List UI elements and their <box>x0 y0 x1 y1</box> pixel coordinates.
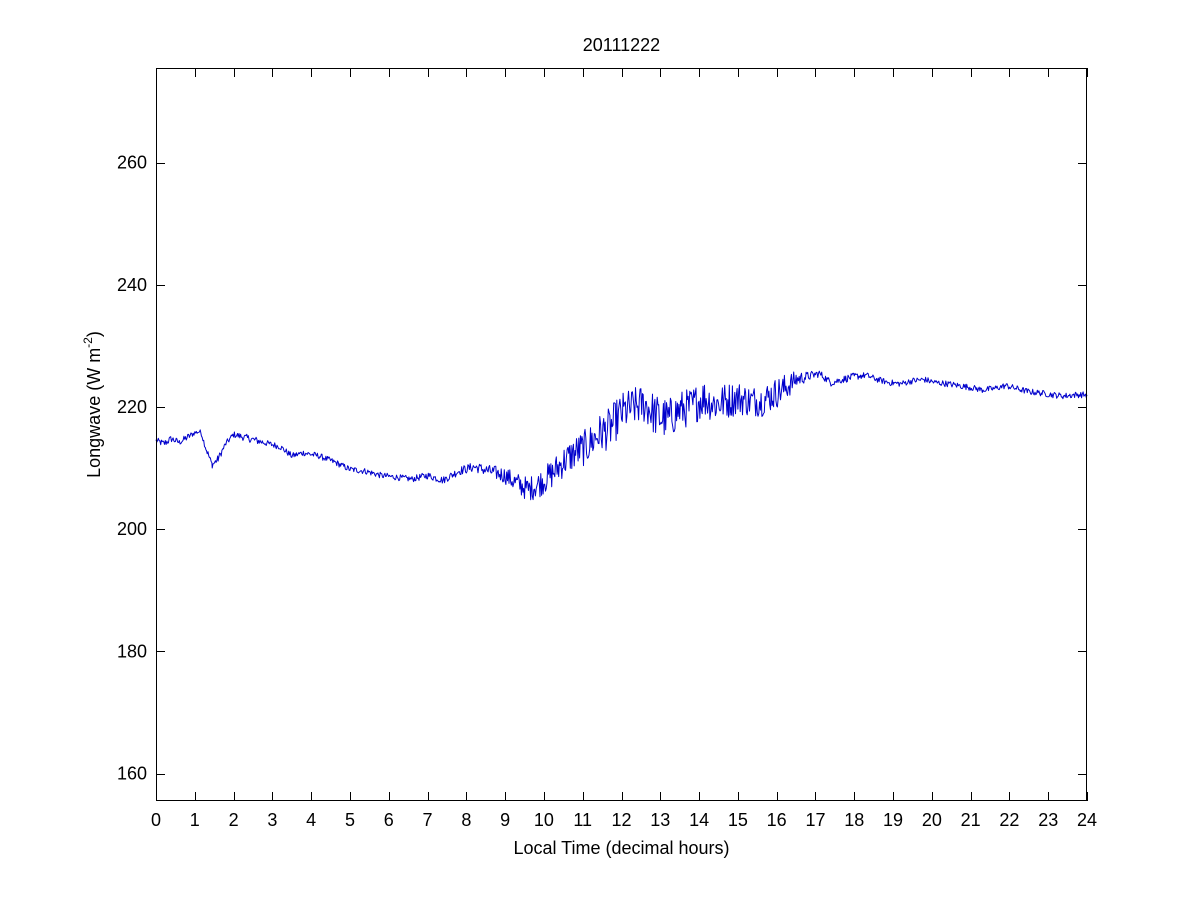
x-tick-label: 16 <box>767 810 787 830</box>
y-axis-ticks: 160 180 200 220 240 260 <box>117 153 1087 784</box>
x-tick-label: 4 <box>306 810 316 830</box>
series-layer <box>155 370 1088 501</box>
y-axis-label: Longwave (W m-2) <box>81 331 104 478</box>
x-tick-label: 0 <box>151 810 161 830</box>
y-axis-label-close: ) <box>84 331 104 337</box>
series-line-0 <box>155 370 1088 501</box>
x-tick-label: 21 <box>961 810 981 830</box>
x-tick-label: 9 <box>500 810 510 830</box>
x-tick-label: 12 <box>611 810 631 830</box>
x-tick-label: 3 <box>267 810 277 830</box>
plot-frame <box>156 68 1087 801</box>
x-tick-label: 19 <box>883 810 903 830</box>
y-tick-label: 180 <box>117 641 147 661</box>
x-axis-label: Local Time (decimal hours) <box>513 838 729 858</box>
x-tick-label: 11 <box>573 810 592 830</box>
x-tick-label: 5 <box>345 810 355 830</box>
x-tick-label: 15 <box>728 810 748 830</box>
x-axis-ticks: 0 1 2 3 4 5 6 7 8 9 10 11 12 13 14 15 16 17 18 19 20 21 22 23 24 <box>151 68 1097 830</box>
x-tick-label: 23 <box>1038 810 1058 830</box>
x-tick-label: 2 <box>229 810 239 830</box>
y-tick-label: 240 <box>117 275 147 295</box>
y-axis-label-main: Longwave (W m <box>84 348 104 478</box>
x-tick-label: 13 <box>650 810 670 830</box>
chart-title: 20111222 <box>583 35 660 55</box>
x-tick-label: 18 <box>844 810 864 830</box>
x-tick-label: 20 <box>922 810 942 830</box>
y-tick-label: 200 <box>117 519 147 539</box>
x-tick-label: 8 <box>461 810 471 830</box>
x-tick-label: 7 <box>423 810 433 830</box>
y-tick-label: 260 <box>117 153 147 173</box>
x-tick-label: 1 <box>190 810 200 830</box>
x-tick-label: 17 <box>805 810 825 830</box>
x-tick-label: 22 <box>999 810 1019 830</box>
y-tick-label: 220 <box>117 397 147 417</box>
x-tick-label: 10 <box>534 810 554 830</box>
x-tick-label: 14 <box>689 810 709 830</box>
y-tick-label: 160 <box>117 764 147 784</box>
y-axis-label-superscript: -2 <box>81 337 95 348</box>
x-tick-label: 24 <box>1077 810 1097 830</box>
x-tick-label: 6 <box>384 810 394 830</box>
plot-area <box>156 68 1087 801</box>
